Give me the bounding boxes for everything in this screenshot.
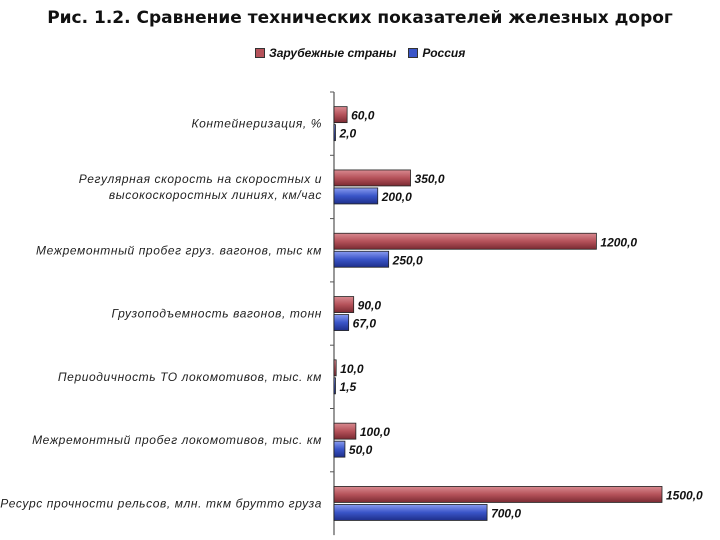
category-label: Межремонтный пробег локомотивов, тыс. км (32, 433, 322, 447)
category-label: Регулярная скорость на скоростных и высок… (79, 172, 322, 202)
category-label: Грузоподъемность вагонов, тонн (111, 307, 322, 321)
bar-russia (333, 440, 346, 458)
chart-legend: Зарубежные страны Россия (255, 46, 465, 60)
value-label-russia: 2,0 (339, 127, 357, 141)
value-label-russia: 1,5 (340, 380, 357, 394)
bar-foreign (333, 486, 663, 503)
bar-foreign (333, 422, 357, 440)
bar-foreign (333, 232, 597, 250)
value-label-russia: 50,0 (349, 443, 373, 457)
value-label-russia: 200,0 (381, 190, 412, 204)
category-label: Ресурс прочности рельсов, млн. ткм брутт… (0, 496, 322, 510)
bar-russia (333, 314, 350, 331)
value-label-foreign: 90,0 (358, 299, 382, 313)
legend-swatch-foreign (255, 48, 265, 58)
legend-item-russia: Россия (408, 46, 465, 60)
value-label-foreign: 10,0 (340, 362, 364, 376)
value-label-foreign: 60,0 (351, 109, 375, 123)
value-label-russia: 67,0 (353, 317, 377, 331)
category-label: Межремонтный пробег груз. вагонов, тыс к… (36, 243, 322, 257)
value-label-foreign: 1500,0 (666, 488, 703, 502)
bar-foreign (333, 169, 411, 187)
bar-russia (333, 250, 390, 268)
category-label: Периодичность ТО локомотивов, тыс. км (58, 370, 322, 384)
bar-foreign (333, 296, 355, 313)
value-label-foreign: 1200,0 (600, 235, 637, 249)
bar-russia (333, 124, 336, 142)
category-label: Контейнеризация, % (191, 117, 322, 131)
bar-russia (333, 504, 488, 521)
bar-russia (333, 187, 379, 205)
legend-label-russia: Россия (422, 46, 466, 60)
chart-title: Рис. 1.2. Сравнение технических показате… (47, 8, 673, 28)
bar-russia (333, 377, 336, 395)
legend-item-foreign: Зарубежные страны (255, 46, 396, 60)
bar-foreign (333, 359, 337, 377)
value-label-foreign: 350,0 (415, 172, 445, 186)
legend-label-foreign: Зарубежные страны (269, 46, 397, 60)
bar-foreign (333, 106, 348, 124)
legend-swatch-russia (408, 48, 419, 58)
value-label-foreign: 100,0 (360, 425, 390, 439)
value-label-russia: 250,0 (392, 253, 423, 267)
value-label-russia: 700,0 (491, 506, 521, 520)
